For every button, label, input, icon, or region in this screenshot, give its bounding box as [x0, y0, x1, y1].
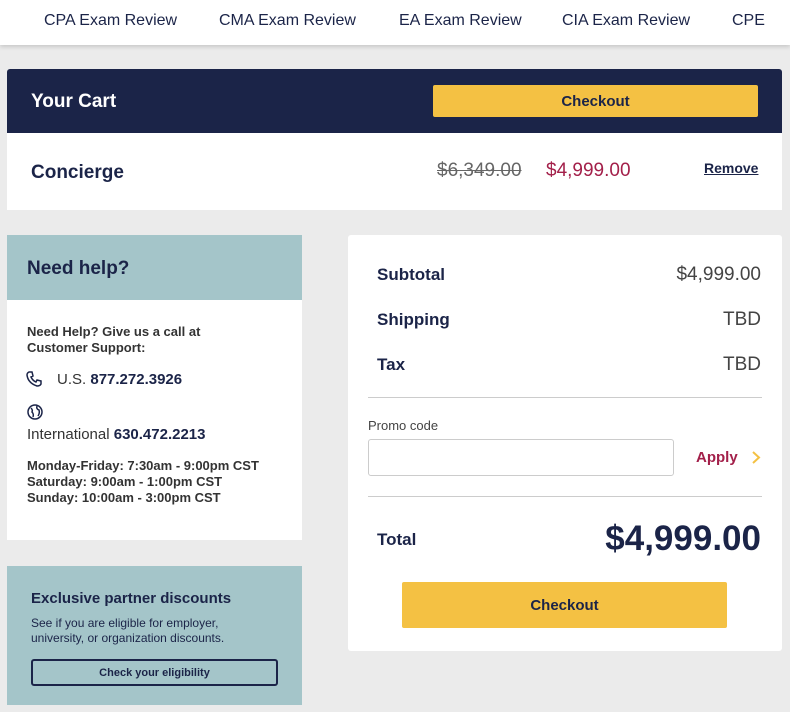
- summary-value: $4,999.00: [676, 264, 761, 285]
- partner-text: See if you are eligible for employer, un…: [31, 616, 225, 645]
- checkout-button[interactable]: Checkout: [402, 582, 727, 628]
- intl-phone[interactable]: 630.472.2213: [113, 426, 206, 443]
- divider: [368, 397, 762, 398]
- summary-label: Tax: [377, 355, 406, 374]
- summary-label: Subtotal: [377, 265, 445, 284]
- us-label: U.S.: [57, 371, 87, 388]
- summary-value: TBD: [723, 354, 761, 375]
- nav-link[interactable]: EA Exam Review: [399, 12, 522, 29]
- nav-link[interactable]: CPE: [732, 12, 765, 29]
- phone-icon: [26, 371, 42, 387]
- cart-item: Concierge $6,349.00 $4,999.00 Remove: [7, 133, 782, 210]
- apply-link[interactable]: Apply: [696, 449, 738, 466]
- summary-label: Shipping: [377, 310, 450, 329]
- chevron-icon: [752, 451, 761, 464]
- order-summary: Subtotal $4,999.00 Shipping TBD Tax TBD …: [348, 235, 782, 651]
- help-hours: Monday-Friday: 7:30am - 9:00pm CST Satur…: [27, 458, 259, 505]
- item-name: Concierge: [31, 162, 124, 183]
- partner-title: Exclusive partner discounts: [31, 590, 232, 607]
- promo-input[interactable]: [368, 439, 674, 476]
- partner-panel: Exclusive partner discounts See if you a…: [7, 566, 302, 705]
- remove-link[interactable]: Remove: [704, 160, 759, 176]
- nav-link[interactable]: CIA Exam Review: [562, 12, 691, 29]
- total-value: $4,999.00: [605, 519, 761, 558]
- sale-price: $4,999.00: [546, 160, 631, 181]
- help-body: Need Help? Give us a call at Customer Su…: [7, 300, 302, 540]
- total-label: Total: [377, 530, 417, 549]
- cart-title: Your Cart: [31, 91, 117, 112]
- eligibility-button[interactable]: Check your eligibility: [31, 659, 278, 686]
- checkout-button[interactable]: Checkout: [433, 85, 758, 117]
- summary-value: TBD: [723, 309, 761, 330]
- us-phone[interactable]: 877.272.3926: [90, 371, 183, 388]
- promo-label: Promo code: [368, 418, 439, 433]
- cart-header: Your Cart Checkout: [7, 69, 782, 133]
- us-line: U.S. 877.272.3926: [57, 371, 182, 388]
- nav-link[interactable]: CMA Exam Review: [219, 12, 356, 29]
- top-nav: CPA Exam Review CMA Exam Review EA Exam …: [0, 0, 790, 45]
- divider: [368, 496, 762, 497]
- globe-icon: [27, 404, 43, 420]
- intl-line: International 630.472.2213: [27, 426, 206, 443]
- help-title: Need help?: [27, 258, 130, 279]
- help-intro: Need Help? Give us a call at Customer Su…: [27, 324, 201, 355]
- original-price: $6,349.00: [437, 160, 522, 181]
- help-header: Need help?: [7, 235, 302, 300]
- intl-label: International: [27, 426, 110, 443]
- nav-link[interactable]: CPA Exam Review: [44, 12, 178, 29]
